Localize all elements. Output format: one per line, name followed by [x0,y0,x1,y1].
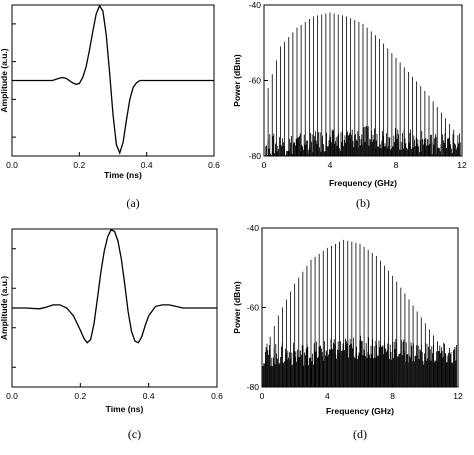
panel-label: (d) [353,427,367,441]
x-tick-label: 0.4 [141,160,153,170]
y-tick-label: -60 [249,76,262,86]
x-tick-label: 8 [390,391,395,401]
panel-d: 0 4 8 12 -80 -60 -40 Frequency (GHz) Power (dBm)… [232,223,463,441]
x-tick-label: 0.6 [211,391,223,401]
y-tick-label: -40 [247,223,260,233]
comb-lines [267,12,463,156]
y-tick-label: -60 [247,303,260,313]
x-tick-label: 0 [262,160,267,170]
panel-label: (b) [356,196,370,210]
x-tick-label: 12 [457,160,467,170]
comb-lines [265,239,459,387]
pulse-trace [12,228,217,344]
panel-label: (c) [128,427,141,441]
y-axis-label: Power (dBm) [232,54,242,107]
panel-label: (a) [126,196,139,210]
x-tick-label: 0.0 [6,160,18,170]
x-axis-label: Time (ns) [106,404,144,414]
x-tick-label: 0.2 [73,160,85,170]
panel-b: 0 4 8 12 -80 -60 -40 Frequency (GHz) Power (dBm)… [232,0,467,210]
x-tick-label: 0 [260,391,265,401]
x-tick-label: 0.6 [208,160,220,170]
x-axis-label: Frequency (GHz) [329,178,397,188]
y-axis-label: Amplitude (a.u.) [0,276,9,340]
y-axis-label: Amplitude (a.u.) [0,48,9,112]
y-axis-label: Power (dBm) [232,281,242,334]
panel-c: 0.0 0.2 0.4 0.6 Time (ns) Amplitude (a.u.) (c) [0,228,223,441]
y-tick-label: -40 [249,0,262,10]
x-tick-label: 12 [453,391,463,401]
pulse-trace [12,4,214,155]
y-tick-label: -80 [247,382,260,392]
x-tick-label: 4 [325,391,330,401]
x-axis-label: Frequency (GHz) [326,406,394,416]
x-tick-label: 8 [394,160,399,170]
x-tick-label: 4 [328,160,333,170]
x-tick-label: 0.2 [74,391,86,401]
x-tick-label: 0.4 [143,391,155,401]
panel-a: 0.0 0.2 0.4 0.6 Time (ns) Amplitude (a.u.) (a) [0,4,220,210]
y-tick-label: -80 [249,151,262,161]
x-tick-label: 0.0 [6,391,18,401]
x-axis-label: Time (ns) [104,170,142,180]
